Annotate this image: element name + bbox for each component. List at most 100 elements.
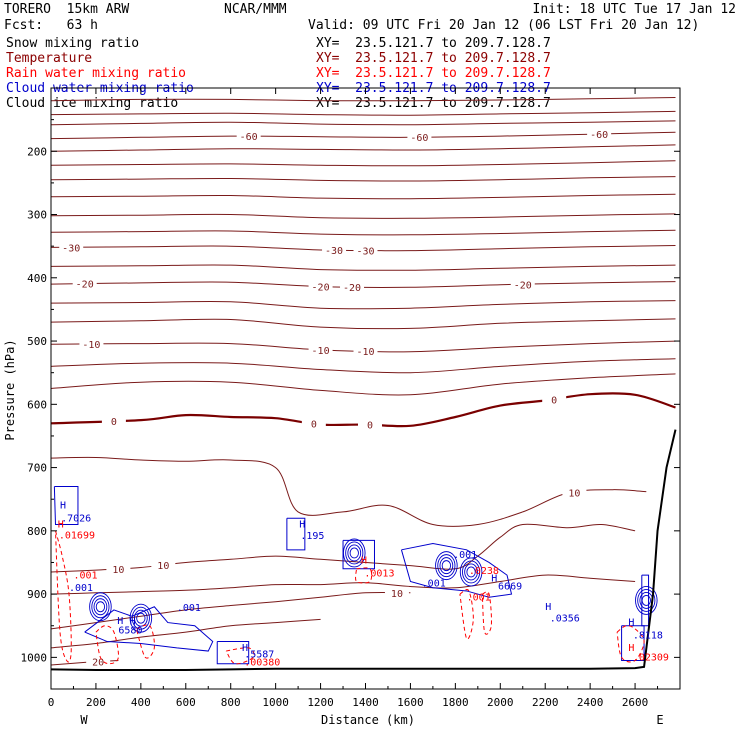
cloud-water-contour-5: [400, 542, 513, 598]
rain-water-contours: [55, 530, 645, 665]
y-tick-label: 300: [27, 209, 47, 222]
isotherm-label-bg: [236, 130, 261, 143]
y-axis-title: Pressure (hPa): [3, 339, 17, 440]
y-tick-label: 900: [27, 588, 47, 601]
field-marker-label: .001: [453, 550, 477, 561]
x-tick-label: 0: [48, 696, 55, 709]
cloud-water-contours: [53, 486, 658, 665]
isotherm-label: 0: [367, 421, 373, 432]
field-marker-label: .001: [422, 579, 446, 590]
field-marker-label: .001: [69, 583, 93, 594]
terrain-line: [50, 429, 677, 672]
isotherm-label: -10: [312, 346, 330, 357]
isotherm-label-bg: [353, 244, 378, 257]
cloud-water-core-ring: [459, 557, 483, 587]
cloud-water-core-ring: [343, 538, 366, 568]
isotherm-label-bg: [562, 486, 587, 499]
isotherm-line-17: [50, 373, 676, 396]
cloud-water-core-ring: [637, 588, 656, 612]
cloud-water-core-ring: [641, 594, 651, 606]
isotherm-label: -10: [82, 340, 100, 351]
isotherm-label: 10: [157, 561, 169, 572]
header-valid: Valid: 09 UTC Fri 20 Jan 12 (06 LST Fri …: [308, 18, 700, 33]
rain-water-contour-1: [95, 625, 119, 665]
x-tick-label: 1200: [307, 696, 334, 709]
cloud-water-core-ring: [134, 609, 148, 627]
cloud-water-core-ring: [345, 541, 364, 565]
rain-water-contour-3: [225, 647, 255, 665]
x-tick-label: 1000: [262, 696, 289, 709]
rain-water-contour-5: [459, 589, 474, 640]
field-marker-label: .01699: [59, 530, 95, 541]
field-marker-label: H: [628, 643, 634, 654]
isotherm-line-3: [50, 131, 676, 140]
x-tick-label: 2400: [577, 696, 604, 709]
field-marker-label: H: [361, 556, 367, 567]
field-marker-label: 6580: [118, 625, 142, 636]
isotherm-label-bg: [308, 343, 333, 356]
x-tick-label: 600: [176, 696, 196, 709]
cloud-water-core-ring: [464, 563, 478, 581]
isotherm-label: 0: [111, 417, 117, 428]
field-xy-snow: XY= 23.5.121.7 to 209.7.128.7: [316, 36, 551, 51]
isotherm-label: -30: [356, 246, 374, 257]
isotherm-line-14: [50, 318, 676, 330]
isotherm-line-21: [50, 574, 636, 595]
field-marker-label: 6669: [498, 582, 522, 593]
cloud-water-contour-2: [216, 641, 250, 665]
field-marker-label: .02309: [633, 653, 669, 664]
cloud-water-core-ring: [466, 566, 476, 578]
y-tick-label: 400: [27, 272, 47, 285]
field-marker-label: H: [628, 618, 634, 629]
west-end-label: W: [80, 713, 88, 727]
field-marker-label: .00380: [244, 658, 280, 669]
isotherm-line-23: [50, 618, 321, 649]
isotherm-line-9: [50, 229, 676, 236]
cloud-water-core-ring: [95, 601, 106, 613]
field-marker-label: H: [545, 602, 551, 613]
isotherm-line-12: [50, 281, 676, 288]
x-tick-label: 1600: [397, 696, 424, 709]
field-marker-label: H: [60, 501, 66, 512]
temperature-contours: -60 -60 -60 -30 -30 -30 -20 -20 -20 -20 -10 -10 -10 0…: [50, 97, 676, 669]
isotherm-label: 10: [391, 589, 403, 600]
east-end-label: E: [656, 713, 663, 727]
cloud-water-core-ring: [89, 592, 112, 622]
isotherm-line-4: [50, 144, 676, 152]
isotherm-line-6: [50, 176, 676, 182]
cloud-water-core-ring: [131, 606, 150, 630]
field-marker-label: .0238: [469, 566, 499, 577]
x-tick-label: 400: [131, 696, 151, 709]
isotherm-line-24: [50, 660, 119, 666]
isotherm-label-bg: [510, 278, 535, 291]
cloud-water-contour-0: [53, 486, 79, 526]
field-marker-label: .001: [177, 603, 201, 614]
field-marker-label: H: [491, 573, 497, 584]
isotherm-label-bg: [79, 337, 104, 350]
cloud-water-core-ring: [441, 560, 452, 572]
y-tick-label: 200: [27, 145, 47, 158]
isotherm-line-1: [50, 110, 676, 116]
field-marker-label: .0356: [550, 613, 580, 624]
x-tick-label: 800: [221, 696, 241, 709]
y-tick-label: 700: [27, 462, 47, 475]
isotherm-label: -20: [312, 283, 330, 294]
isotherm-label-bg: [357, 418, 382, 431]
field-xy-rain: XY= 23.5.121.7 to 209.7.128.7: [316, 66, 551, 81]
y-tick-label: 1000: [21, 651, 48, 664]
field-marker-label: .0013: [364, 568, 394, 579]
cloud-water-core-ring: [435, 551, 458, 581]
field-name-rain: Rain water mixing ratio: [6, 66, 187, 81]
field-marker-label: H: [299, 520, 305, 531]
cloud-water-core-ring: [462, 560, 481, 584]
isotherm-label-bg: [542, 393, 567, 406]
x-tick-label: 2600: [622, 696, 649, 709]
isotherm-label-bg: [587, 127, 612, 140]
isotherm-line-0: [50, 97, 676, 102]
field-marker-label: H: [242, 643, 248, 654]
cloud-water-core-ring: [129, 603, 153, 633]
isotherm-line-16: [50, 358, 676, 374]
header-center: NCAR/MMM: [224, 2, 287, 17]
